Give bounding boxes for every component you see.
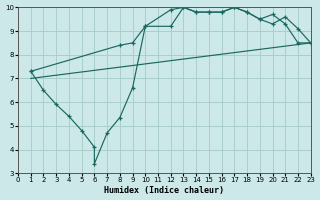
X-axis label: Humidex (Indice chaleur): Humidex (Indice chaleur) bbox=[104, 186, 224, 195]
